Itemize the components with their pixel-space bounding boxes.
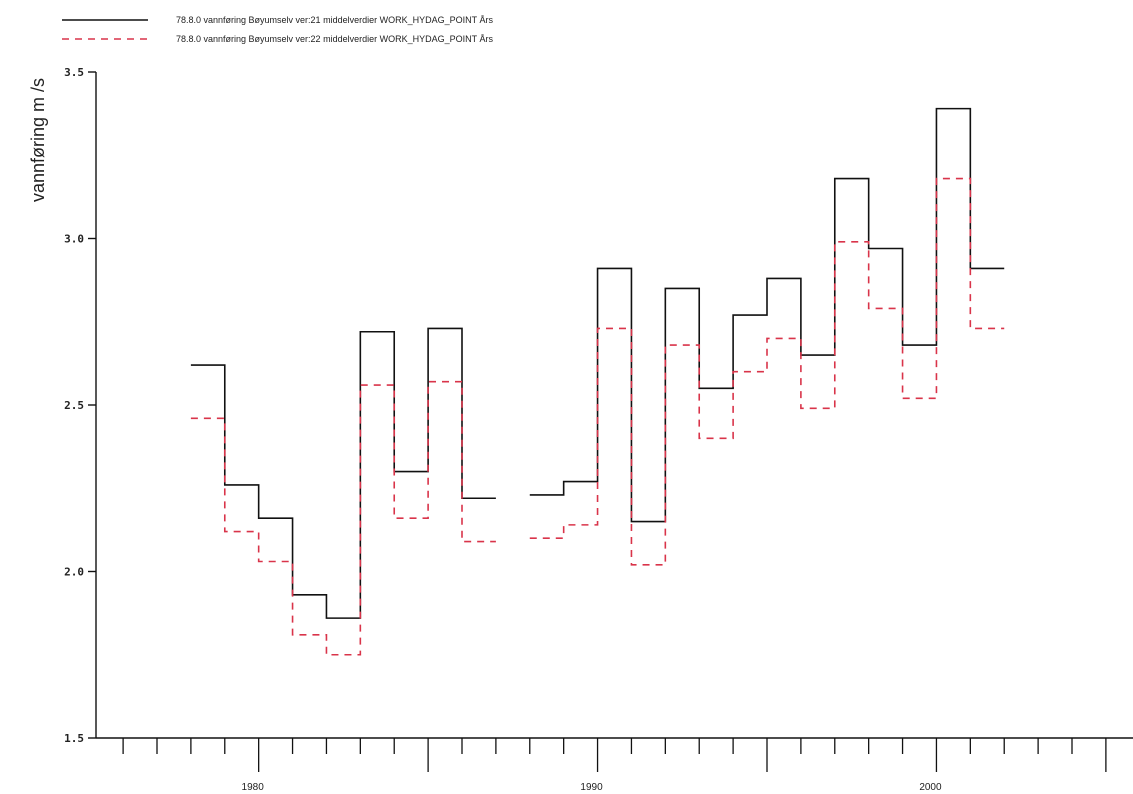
x-axis: 1980 1990 2000 <box>96 737 1133 793</box>
y-tick-label: 3.0 <box>64 233 84 246</box>
legend-entry: 78.8.0 vannføring Bøyumselv ver:21 midde… <box>176 15 493 25</box>
y-tick-label: 2.5 <box>64 399 84 412</box>
x-tick-label: 1990 <box>580 782 603 793</box>
y-tick-label: 1.5 <box>64 732 84 745</box>
legend: 78.8.0 vannføring Bøyumselv ver:21 midde… <box>62 15 493 44</box>
series-line <box>529 107 1005 523</box>
series-1 <box>190 107 1005 619</box>
series-line <box>529 177 1005 566</box>
series-line <box>190 380 496 656</box>
series-line <box>190 327 496 619</box>
y-axis: 1.5 2.0 2.5 3.0 3.5 <box>64 66 97 745</box>
x-tick-label: 1980 <box>242 782 265 793</box>
y-axis-title: vannføring m /s <box>28 78 48 202</box>
x-tick-label: 2000 <box>919 782 942 793</box>
legend-entry: 78.8.0 vannføring Bøyumselv ver:22 midde… <box>176 34 493 44</box>
y-tick-label: 3.5 <box>64 66 84 79</box>
series-layer <box>190 107 1005 656</box>
y-tick-label: 2.0 <box>64 566 84 579</box>
series-2 <box>190 177 1005 656</box>
